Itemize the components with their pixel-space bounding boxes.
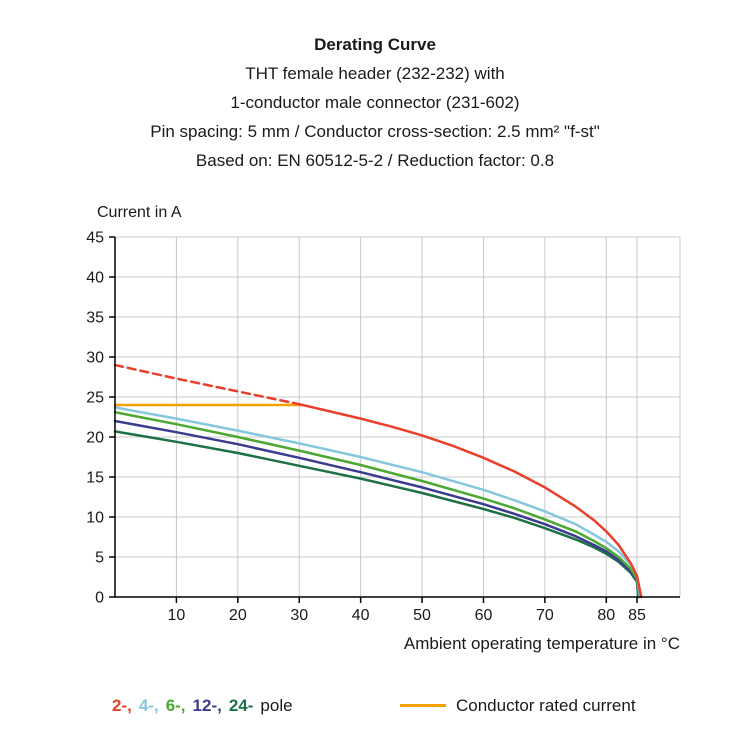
legend-row: 2-, 4-, 6-, 12-, 24- pole Conductor rated cur…	[0, 696, 750, 720]
svg-text:35: 35	[86, 310, 104, 327]
svg-text:30: 30	[86, 350, 104, 367]
pole-legend: 2-, 4-, 6-, 12-, 24- pole	[112, 696, 293, 716]
svg-text:20: 20	[86, 430, 104, 447]
chart-subtitle-2: 1-conductor male connector (231-602)	[230, 93, 520, 112]
svg-text:40: 40	[86, 270, 104, 287]
legend-pole-suffix: pole	[260, 696, 293, 715]
svg-text:80: 80	[597, 607, 615, 624]
svg-text:50: 50	[413, 607, 431, 624]
x-axis-label: Ambient operating temperature in °C	[403, 634, 680, 653]
chart-subtitle-1: THT female header (232-232) with	[245, 64, 505, 83]
rated-current-legend: Conductor rated current	[400, 696, 636, 716]
svg-text:85: 85	[628, 607, 646, 624]
chart-subtitle-3: Pin spacing: 5 mm / Conductor cross-sect…	[150, 122, 600, 141]
svg-text:0: 0	[95, 590, 104, 607]
y-axis-label: Current in A	[97, 204, 182, 221]
chart-title: Derating Curve	[314, 35, 436, 54]
svg-text:40: 40	[352, 607, 370, 624]
svg-text:5: 5	[95, 550, 104, 567]
legend-pole-item: 2-,	[112, 696, 132, 715]
rated-current-line-swatch	[400, 704, 446, 707]
svg-text:70: 70	[536, 607, 554, 624]
svg-text:20: 20	[229, 607, 247, 624]
svg-text:10: 10	[86, 510, 104, 527]
legend-pole-item: 6-,	[165, 696, 186, 715]
svg-text:10: 10	[168, 607, 186, 624]
legend-pole-item: 4-,	[138, 696, 159, 715]
rated-current-label: Conductor rated current	[456, 696, 636, 715]
svg-text:45: 45	[86, 230, 104, 247]
chart-subtitle-4: Based on: EN 60512-5-2 / Reduction facto…	[195, 151, 555, 170]
svg-text:30: 30	[290, 607, 308, 624]
legend-pole-item: 24-	[228, 696, 254, 715]
svg-text:60: 60	[475, 607, 493, 624]
svg-text:15: 15	[86, 470, 104, 487]
chart-header: Derating Curve THT female header (232-23…	[0, 30, 750, 175]
svg-text:25: 25	[86, 390, 104, 407]
legend-pole-item: 12-,	[192, 696, 222, 715]
